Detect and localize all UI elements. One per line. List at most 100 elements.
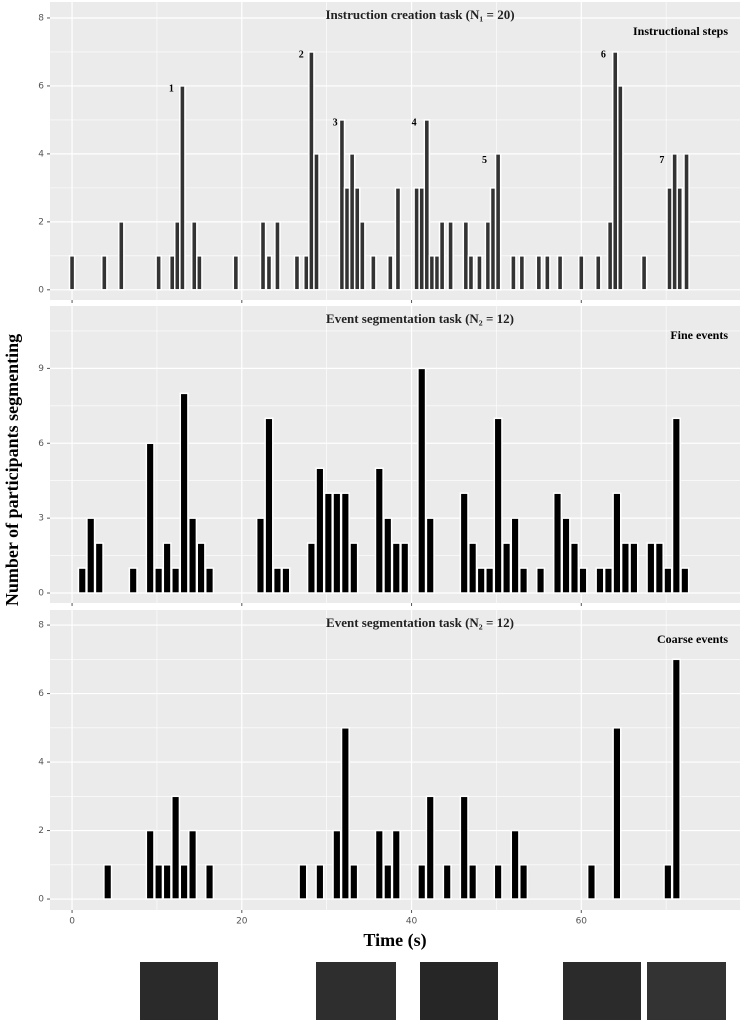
bar xyxy=(603,567,614,594)
bar xyxy=(264,417,274,594)
y-tick-label: 6 xyxy=(38,81,44,91)
bar xyxy=(179,85,186,291)
bar xyxy=(255,517,266,594)
bar xyxy=(683,153,690,291)
bar xyxy=(374,467,384,594)
bar xyxy=(383,864,393,900)
bar xyxy=(447,221,454,291)
x-tick-label: 20 xyxy=(236,917,248,927)
bar xyxy=(654,542,664,594)
bar xyxy=(462,221,470,291)
bar xyxy=(179,392,189,594)
bar xyxy=(578,567,588,594)
bar xyxy=(510,829,520,900)
bar xyxy=(265,255,273,291)
bar xyxy=(468,864,478,900)
bar xyxy=(629,542,639,594)
y-tick-label: 3 xyxy=(38,514,44,524)
bar xyxy=(417,864,427,900)
bar xyxy=(595,567,605,594)
bar xyxy=(493,417,503,594)
bar xyxy=(315,467,325,594)
bar xyxy=(663,864,673,900)
bar xyxy=(468,542,478,594)
bar xyxy=(204,567,215,594)
bar xyxy=(259,221,267,291)
bar xyxy=(493,864,503,900)
bar xyxy=(313,153,320,291)
bar xyxy=(535,567,546,594)
bar xyxy=(387,255,394,291)
bar xyxy=(418,187,426,291)
bar xyxy=(577,255,585,291)
y-tick-label: 0 xyxy=(38,285,44,295)
bar xyxy=(394,187,402,291)
bar xyxy=(620,542,630,594)
x-axis-label: Time (s) xyxy=(363,930,426,951)
thumbnail xyxy=(420,962,498,1020)
bar xyxy=(519,864,529,900)
panel-title: Event segmentation task (N₂ = 12) xyxy=(326,311,514,326)
bar xyxy=(94,542,104,594)
annotation: 4 xyxy=(412,118,417,129)
y-tick-label: 4 xyxy=(38,149,44,159)
bar xyxy=(128,567,138,594)
bar xyxy=(428,255,436,291)
panel-label: Instructional steps xyxy=(633,24,728,38)
bar xyxy=(340,727,350,900)
bar xyxy=(569,542,580,594)
bar xyxy=(671,417,681,594)
annotation: 6 xyxy=(601,50,606,61)
bar xyxy=(308,51,315,291)
bar xyxy=(676,187,684,291)
bar xyxy=(400,542,410,594)
bar xyxy=(489,187,497,291)
bar xyxy=(68,255,76,291)
bar xyxy=(174,221,181,291)
panel-label: Coarse events xyxy=(657,632,728,646)
bar xyxy=(612,727,622,900)
bar xyxy=(617,85,624,291)
bar xyxy=(606,221,614,291)
panel-label: Fine events xyxy=(670,328,728,342)
bar xyxy=(646,542,656,594)
bar xyxy=(315,864,325,900)
bar xyxy=(518,255,526,291)
bar xyxy=(467,255,475,291)
bar xyxy=(298,864,308,900)
bar xyxy=(274,221,281,291)
bar xyxy=(556,255,564,291)
bar xyxy=(594,255,602,291)
bar xyxy=(117,221,125,291)
bar xyxy=(154,864,164,900)
thumbnail xyxy=(316,962,396,1020)
bar xyxy=(101,255,108,291)
bar xyxy=(586,864,597,900)
thumbnails xyxy=(140,962,726,1020)
bar xyxy=(485,567,495,594)
thumbnail xyxy=(647,962,726,1020)
bar xyxy=(544,255,551,291)
bar xyxy=(425,517,435,594)
y-tick-label: 2 xyxy=(38,826,44,836)
bar xyxy=(383,517,393,594)
bar xyxy=(188,829,198,900)
bar xyxy=(611,51,619,291)
bar xyxy=(663,567,673,594)
bar xyxy=(204,864,215,900)
bar xyxy=(459,492,469,594)
y-tick-label: 2 xyxy=(38,217,44,227)
annotation: 2 xyxy=(299,50,304,61)
y-tick-label: 0 xyxy=(38,589,44,599)
bar xyxy=(196,542,206,594)
bar xyxy=(306,542,316,594)
bar xyxy=(323,492,333,594)
thumbnail xyxy=(563,962,641,1020)
bar xyxy=(303,255,310,291)
bar xyxy=(459,795,469,900)
bar xyxy=(425,795,435,900)
bar xyxy=(155,255,162,291)
bar xyxy=(502,542,512,594)
bar xyxy=(349,864,359,900)
